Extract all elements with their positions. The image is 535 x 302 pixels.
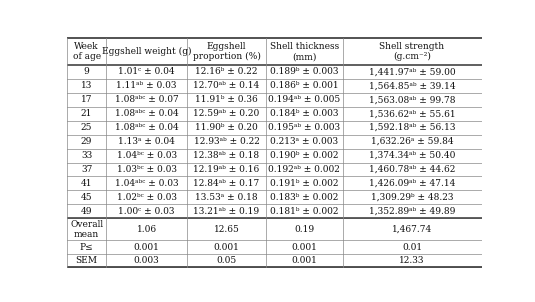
Text: 13.21ᵃᵇ ± 0.19: 13.21ᵃᵇ ± 0.19: [194, 207, 259, 216]
Text: 1,467.74: 1,467.74: [392, 225, 432, 234]
Text: 0.183ᵇ ± 0.002: 0.183ᵇ ± 0.002: [270, 193, 339, 202]
Text: 1,563.08ᵃᵇ ± 99.78: 1,563.08ᵃᵇ ± 99.78: [369, 95, 455, 104]
Text: Shell strength
(g.cm⁻²): Shell strength (g.cm⁻²): [379, 42, 445, 61]
Text: 12.59ᵃᵇ ± 0.20: 12.59ᵃᵇ ± 0.20: [193, 109, 259, 118]
Text: 0.191ᵇ ± 0.002: 0.191ᵇ ± 0.002: [270, 179, 339, 188]
Text: Eggshell weight (g): Eggshell weight (g): [102, 47, 192, 56]
Text: 1.04ᵃᵇᶜ ± 0.03: 1.04ᵃᵇᶜ ± 0.03: [115, 179, 179, 188]
Text: Eggshell
proportion (%): Eggshell proportion (%): [193, 42, 261, 61]
Text: 0.195ᵃᵇ ± 0.003: 0.195ᵃᵇ ± 0.003: [268, 123, 340, 132]
Text: 37: 37: [81, 165, 92, 174]
Text: Shell thickness
(mm): Shell thickness (mm): [270, 42, 339, 61]
Text: 1.08ᵃᵇᶜ ± 0.04: 1.08ᵃᵇᶜ ± 0.04: [115, 123, 179, 132]
Text: 1.01ᶜ ± 0.04: 1.01ᶜ ± 0.04: [118, 67, 175, 76]
Text: 1.06: 1.06: [136, 225, 157, 234]
Text: 0.190ᵇ ± 0.002: 0.190ᵇ ± 0.002: [270, 151, 339, 160]
Text: 12.16ᵇ ± 0.22: 12.16ᵇ ± 0.22: [195, 67, 258, 76]
Text: 1.11ᵃᵇ ± 0.03: 1.11ᵃᵇ ± 0.03: [117, 81, 177, 90]
Text: 12.65: 12.65: [213, 225, 240, 234]
Text: 1,564.85ᵃᵇ ± 39.14: 1,564.85ᵃᵇ ± 39.14: [369, 81, 455, 90]
Text: 12.33: 12.33: [399, 256, 425, 265]
Text: 9: 9: [83, 67, 89, 76]
Text: 0.189ᵇ ± 0.003: 0.189ᵇ ± 0.003: [270, 67, 339, 76]
Text: 11.91ᵇ ± 0.36: 11.91ᵇ ± 0.36: [195, 95, 258, 104]
Text: 1,309.29ᵇ ± 48.23: 1,309.29ᵇ ± 48.23: [371, 193, 453, 202]
Text: 1,536.62ᵃᵇ ± 55.61: 1,536.62ᵃᵇ ± 55.61: [369, 109, 455, 118]
Text: 0.001: 0.001: [292, 243, 317, 252]
Text: 21: 21: [81, 109, 92, 118]
Text: 29: 29: [81, 137, 92, 146]
Text: 0.01: 0.01: [402, 243, 422, 252]
Text: 0.05: 0.05: [216, 256, 236, 265]
Text: 1,352.89ᵃᵇ ± 49.89: 1,352.89ᵃᵇ ± 49.89: [369, 207, 455, 216]
Text: 1,441.97ᵃᵇ ± 59.00: 1,441.97ᵃᵇ ± 59.00: [369, 67, 455, 76]
Text: Overall
mean: Overall mean: [70, 220, 103, 239]
Text: 12.38ᵃᵇ ± 0.18: 12.38ᵃᵇ ± 0.18: [194, 151, 259, 160]
Text: 1.00ᶜ ± 0.03: 1.00ᶜ ± 0.03: [118, 207, 175, 216]
Text: P≤: P≤: [80, 243, 94, 252]
Text: 13: 13: [81, 81, 92, 90]
Text: 1,426.09ᵃᵇ ± 47.14: 1,426.09ᵃᵇ ± 47.14: [369, 179, 455, 188]
Text: 11.90ᵇ ± 0.20: 11.90ᵇ ± 0.20: [195, 123, 258, 132]
Text: 1.08ᵃᵇᶜ ± 0.07: 1.08ᵃᵇᶜ ± 0.07: [115, 95, 179, 104]
Text: 1,592.18ᵃᵇ ± 56.13: 1,592.18ᵃᵇ ± 56.13: [369, 123, 455, 132]
Text: 0.184ᵇ ± 0.003: 0.184ᵇ ± 0.003: [270, 109, 339, 118]
Text: 17: 17: [81, 95, 93, 104]
Text: 1.03ᵇᶜ ± 0.03: 1.03ᵇᶜ ± 0.03: [117, 165, 177, 174]
Text: 49: 49: [81, 207, 93, 216]
Text: 33: 33: [81, 151, 92, 160]
Text: 1.04ᵇᶜ ± 0.03: 1.04ᵇᶜ ± 0.03: [117, 151, 177, 160]
Text: 0.001: 0.001: [134, 243, 159, 252]
Text: 1,460.78ᵃᵇ ± 44.62: 1,460.78ᵃᵇ ± 44.62: [369, 165, 455, 174]
Text: 13.53ᵃ ± 0.18: 13.53ᵃ ± 0.18: [195, 193, 258, 202]
Text: 1.13ᵃ ± 0.04: 1.13ᵃ ± 0.04: [118, 137, 175, 146]
Text: SEM: SEM: [75, 256, 97, 265]
Text: 41: 41: [81, 179, 93, 188]
Text: 0.001: 0.001: [213, 243, 240, 252]
Text: 45: 45: [81, 193, 93, 202]
Text: 25: 25: [81, 123, 93, 132]
Text: 1,632.26ᵃ ± 59.84: 1,632.26ᵃ ± 59.84: [371, 137, 453, 146]
Text: 0.194ᵃᵇ ± 0.005: 0.194ᵃᵇ ± 0.005: [268, 95, 340, 104]
Text: 0.213ᵃ ± 0.003: 0.213ᵃ ± 0.003: [270, 137, 338, 146]
Text: 1.08ᵃᵇᶜ ± 0.04: 1.08ᵃᵇᶜ ± 0.04: [115, 109, 179, 118]
Text: 1,374.34ᵃᵇ ± 50.40: 1,374.34ᵃᵇ ± 50.40: [369, 151, 455, 160]
Text: 0.003: 0.003: [134, 256, 159, 265]
Text: 0.186ᵇ ± 0.001: 0.186ᵇ ± 0.001: [270, 81, 339, 90]
Text: 0.181ᵇ ± 0.002: 0.181ᵇ ± 0.002: [270, 207, 339, 216]
Text: Week
of age: Week of age: [73, 42, 101, 61]
Text: 12.19ᵃᵇ ± 0.16: 12.19ᵃᵇ ± 0.16: [193, 165, 259, 174]
Text: 0.001: 0.001: [292, 256, 317, 265]
Text: 1.02ᵇᶜ ± 0.03: 1.02ᵇᶜ ± 0.03: [117, 193, 177, 202]
Text: 12.93ᵃᵇ ± 0.22: 12.93ᵃᵇ ± 0.22: [194, 137, 259, 146]
Text: 0.19: 0.19: [294, 225, 314, 234]
Text: 0.192ᵃᵇ ± 0.002: 0.192ᵃᵇ ± 0.002: [269, 165, 340, 174]
Text: 12.84ᵃᵇ ± 0.17: 12.84ᵃᵇ ± 0.17: [193, 179, 259, 188]
Text: 12.70ᵃᵇ ± 0.14: 12.70ᵃᵇ ± 0.14: [193, 81, 259, 90]
